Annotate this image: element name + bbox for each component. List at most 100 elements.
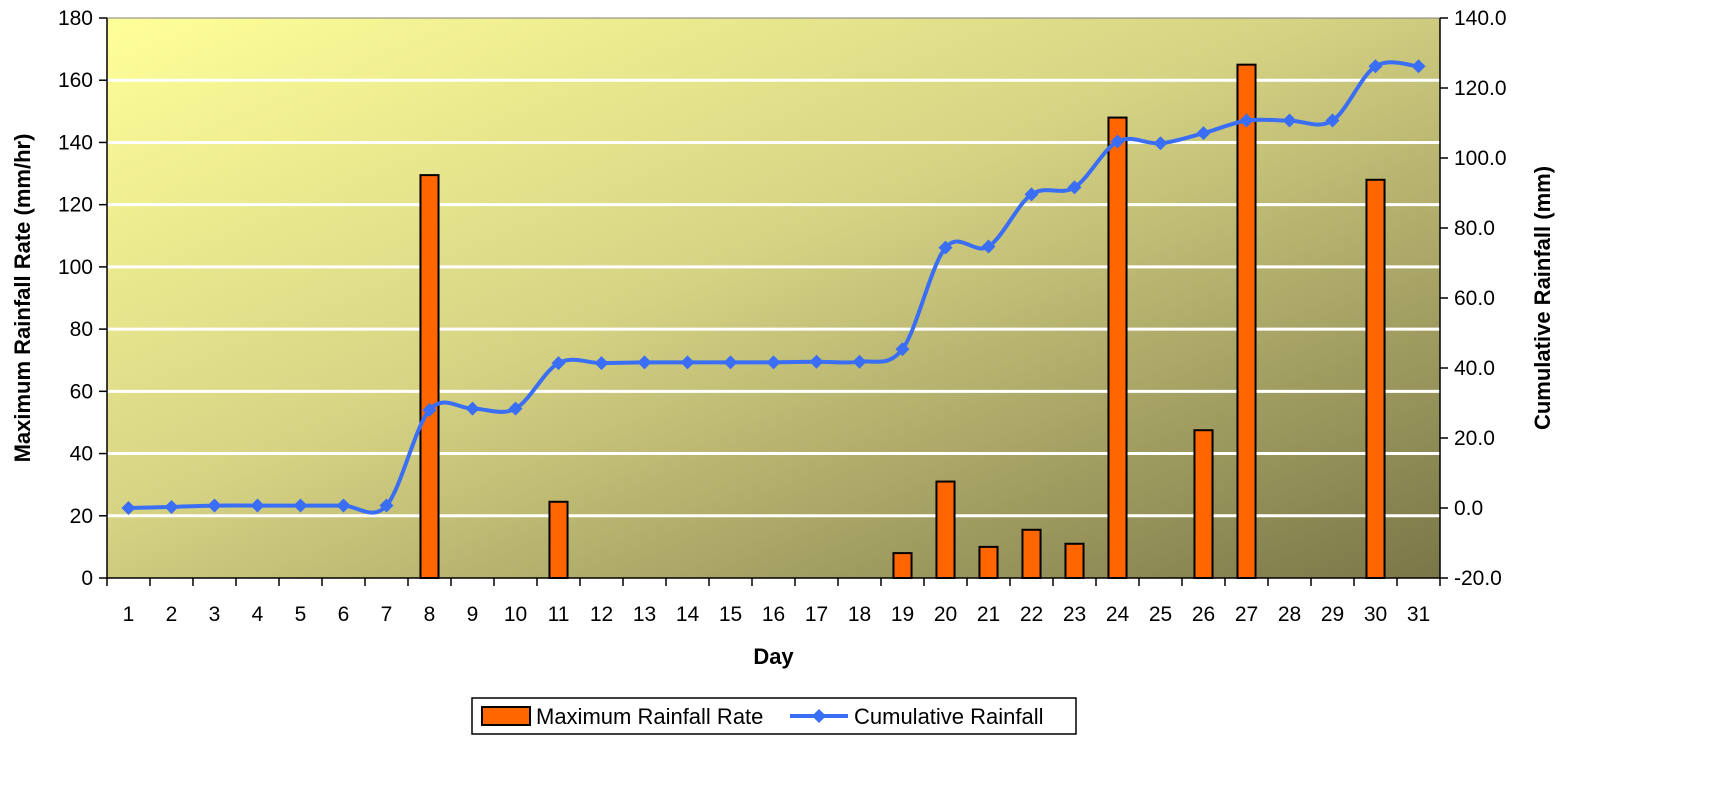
bar-day-20 <box>935 480 956 579</box>
x-tick-label: 28 <box>1278 603 1301 626</box>
line-marker-day-26 <box>1196 126 1211 141</box>
legend-diamond-icon <box>812 709 826 723</box>
x-tick-label: 9 <box>467 603 479 626</box>
left-tick-label: 160 <box>58 69 93 92</box>
right-tick-label: 0.0 <box>1454 497 1483 520</box>
right-axis-title: Cumulative Rainfall (mm) <box>1530 166 1555 430</box>
line-marker-day-27 <box>1239 113 1254 128</box>
line-marker-day-24 <box>1110 134 1125 149</box>
line-marker-day-16 <box>766 355 781 370</box>
x-tick-label: 29 <box>1321 603 1344 626</box>
bar-day-30 <box>1365 178 1386 579</box>
x-tick-label: 12 <box>590 603 613 626</box>
plot-area <box>106 17 1441 579</box>
x-tick-label: 6 <box>338 603 350 626</box>
line-marker-day-4 <box>250 498 265 513</box>
x-tick-label: 21 <box>977 603 1000 626</box>
bar-day-22 <box>1021 528 1042 579</box>
line-marker-day-18 <box>852 354 867 369</box>
left-tick-label: 60 <box>70 380 93 403</box>
x-tick-label: 27 <box>1235 603 1258 626</box>
line-marker-day-8 <box>422 403 437 417</box>
right-tick-label: 140.0 <box>1454 7 1507 30</box>
left-tick-label: 20 <box>70 505 93 528</box>
x-tick-label: 3 <box>209 603 221 626</box>
line-marker-day-5 <box>293 498 308 513</box>
bar-day-21 <box>978 545 999 580</box>
left-tick-label: 140 <box>58 131 93 154</box>
line-marker-day-3 <box>207 498 222 513</box>
x-tick-label: 20 <box>934 603 957 626</box>
x-tick-label: 23 <box>1063 603 1086 626</box>
x-tick-label: 2 <box>166 603 178 626</box>
line-marker-day-10 <box>508 401 523 416</box>
bar-day-8 <box>419 174 440 579</box>
x-tick-label: 25 <box>1149 603 1172 626</box>
bar-day-27 <box>1236 63 1257 579</box>
x-tick-label: 17 <box>805 603 828 626</box>
left-axis-title: Maximum Rainfall Rate (mm/hr) <box>10 134 35 463</box>
line-marker-day-7 <box>379 498 394 513</box>
left-tick-label: 180 <box>58 7 93 30</box>
line-marker-day-12 <box>594 356 609 371</box>
line-marker-day-20 <box>938 240 953 255</box>
x-tick-label: 14 <box>676 603 700 626</box>
line-marker-day-19 <box>895 342 910 357</box>
x-tick-label: 31 <box>1407 603 1430 626</box>
x-tick-label: 22 <box>1020 603 1043 626</box>
line-marker-day-9 <box>465 401 480 416</box>
line-marker-day-31 <box>1411 59 1426 74</box>
legend-bar-swatch <box>481 706 531 726</box>
x-tick-label: 26 <box>1192 603 1215 626</box>
line-marker-day-23 <box>1067 180 1082 195</box>
line-marker-day-13 <box>637 355 652 370</box>
left-tick-label: 0 <box>81 567 93 590</box>
x-tick-label: 7 <box>381 603 393 626</box>
line-marker-day-15 <box>723 355 738 370</box>
right-tick-label: 40.0 <box>1454 357 1495 380</box>
bar-day-26 <box>1193 429 1214 579</box>
line-marker-day-28 <box>1282 113 1297 128</box>
x-tick-label: 18 <box>848 603 871 626</box>
left-tick-label: 40 <box>70 443 93 466</box>
right-tick-label: 60.0 <box>1454 287 1495 310</box>
x-tick-label: 8 <box>424 603 436 626</box>
line-marker-day-1 <box>121 501 136 515</box>
bar-day-19 <box>892 552 913 579</box>
bar-day-24 <box>1107 116 1128 580</box>
x-tick-label: 11 <box>548 603 570 626</box>
x-tick-label: 30 <box>1364 603 1387 626</box>
right-tick-label: 80.0 <box>1454 217 1495 240</box>
left-tick-label: 80 <box>70 318 93 341</box>
bar-day-11 <box>548 500 569 579</box>
bar-day-23 <box>1064 542 1085 579</box>
right-tick-label: 100.0 <box>1454 147 1507 170</box>
line-marker-day-14 <box>680 355 695 370</box>
line-marker-day-6 <box>336 498 351 513</box>
legend-label-cumulative: Cumulative Rainfall <box>854 704 1044 729</box>
right-tick-label: -20.0 <box>1454 567 1502 590</box>
x-axis-title: Day <box>753 644 794 669</box>
x-tick-label: 24 <box>1106 603 1130 626</box>
left-tick-label: 100 <box>58 256 93 279</box>
line-marker-day-29 <box>1325 113 1340 128</box>
x-tick-label: 15 <box>719 603 742 626</box>
legend <box>471 697 1077 735</box>
x-tick-label: 16 <box>762 603 785 626</box>
line-marker-day-17 <box>809 354 824 369</box>
x-tick-label: 5 <box>295 603 307 626</box>
right-tick-label: 20.0 <box>1454 427 1495 450</box>
left-tick-label: 120 <box>58 194 93 217</box>
legend-label-max-rate: Maximum Rainfall Rate <box>536 704 763 729</box>
line-marker-day-30 <box>1368 59 1383 74</box>
line-marker-day-25 <box>1153 136 1168 151</box>
x-tick-label: 13 <box>633 603 656 626</box>
x-tick-label: 10 <box>504 603 527 626</box>
line-marker-day-22 <box>1024 187 1039 202</box>
line-marker-day-2 <box>164 499 179 514</box>
x-tick-label: 1 <box>123 603 135 626</box>
x-tick-label: 19 <box>891 603 914 626</box>
line-marker-day-11 <box>551 356 566 371</box>
